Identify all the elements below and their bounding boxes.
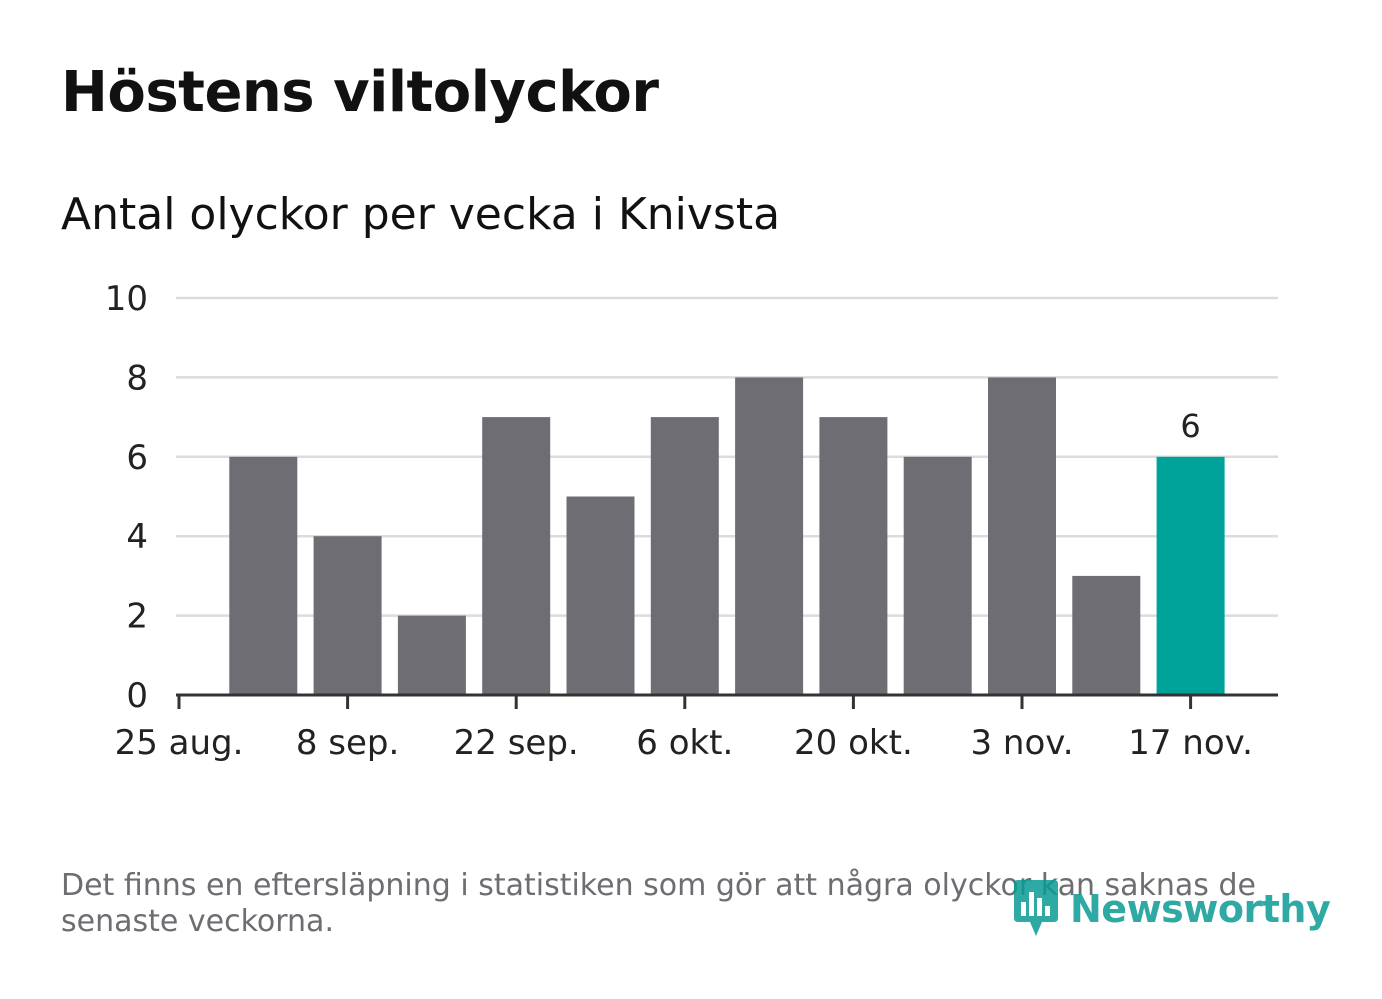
logo-text: Newsworthy <box>1070 887 1331 931</box>
y-tick-label: 8 <box>126 358 148 398</box>
bar <box>229 456 298 695</box>
x-tick-label: 20 okt. <box>794 723 913 763</box>
x-tick-label: 22 sep. <box>454 723 579 763</box>
bar <box>735 377 804 695</box>
bar <box>566 496 635 695</box>
x-tick-label: 3 nov. <box>970 723 1073 763</box>
bars <box>229 377 1225 695</box>
bar <box>988 377 1056 695</box>
y-tick-label: 10 <box>105 279 148 319</box>
data-labels: 6 <box>1180 407 1200 445</box>
bar <box>819 417 888 695</box>
x-tick-label: 6 okt. <box>636 723 733 763</box>
bar <box>903 456 972 695</box>
bar-value-label: 6 <box>1180 407 1200 445</box>
y-tick-label: 2 <box>126 597 148 637</box>
x-tick-label: 25 aug. <box>115 723 244 763</box>
bar <box>397 615 466 695</box>
x-tick-label: 8 sep. <box>296 723 399 763</box>
chart-title: Höstens viltolyckor <box>61 60 659 125</box>
bar <box>650 417 719 695</box>
newsworthy-logo-icon <box>1014 880 1058 936</box>
chart-subtitle: Antal olyckor per vecka i Knivsta <box>61 189 781 240</box>
bar <box>313 536 382 695</box>
x-axis: 25 aug. 8 sep. 22 sep. 6 okt. 20 okt. 3 nov. 1… <box>115 693 1278 763</box>
x-tick-label: 17 nov. <box>1128 723 1253 763</box>
bar-chart: 0 2 4 6 8 10 25 aug. 8 sep. 22 sep. 6 okt. 20 okt… <box>105 279 1278 763</box>
y-axis-ticks: 0 2 4 6 8 10 <box>105 279 148 716</box>
y-tick-label: 6 <box>126 438 148 478</box>
bar-highlight <box>1156 456 1225 695</box>
newsworthy-logo: Newsworthy <box>1010 878 1331 940</box>
y-tick-label: 4 <box>126 517 148 557</box>
bar <box>482 417 551 695</box>
y-tick-label: 0 <box>126 676 148 716</box>
bar <box>1072 575 1141 695</box>
